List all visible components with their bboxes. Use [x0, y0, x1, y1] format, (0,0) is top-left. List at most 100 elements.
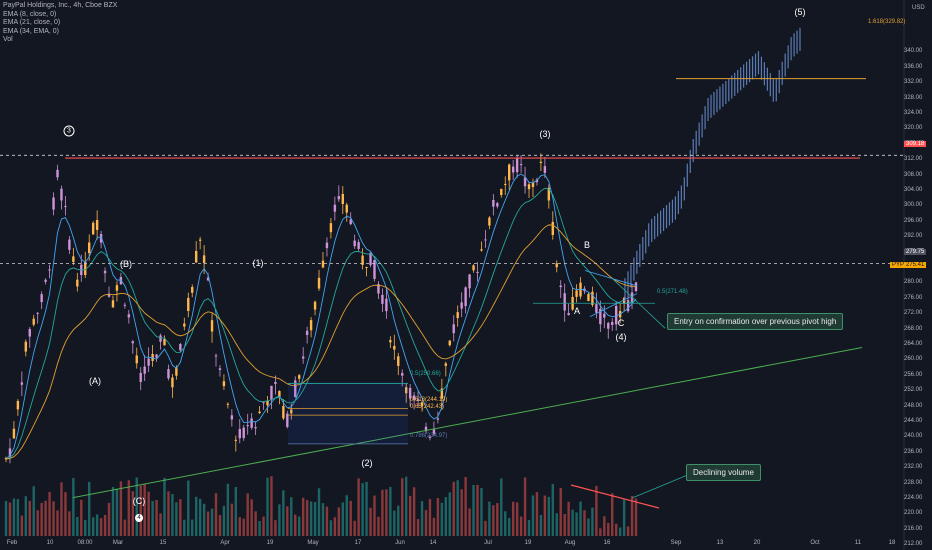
candle-body	[543, 166, 547, 173]
candle-body	[56, 169, 59, 178]
volume-bar	[242, 518, 245, 536]
volume-bar	[468, 508, 471, 536]
volume-bar	[626, 526, 630, 536]
y-tick: 300.00	[904, 202, 923, 209]
volume-bar	[24, 496, 28, 536]
y-tick: 268.00	[904, 325, 923, 332]
candle-body	[329, 223, 333, 233]
declining-volume-line	[570, 484, 660, 509]
candle-body	[175, 367, 178, 376]
volume-bar	[194, 496, 198, 536]
candle-body	[511, 166, 515, 173]
y-tick: 212.00	[904, 541, 923, 548]
candle-body	[290, 409, 293, 414]
volume-bar	[135, 477, 138, 536]
candle-body	[555, 263, 558, 268]
wave-label-A: (A)	[89, 376, 101, 386]
ema-line-2	[5, 224, 637, 460]
candle-body	[504, 183, 507, 185]
volume-bar	[56, 510, 59, 536]
candle-body	[579, 282, 582, 297]
volume-bar	[80, 499, 83, 536]
x-tick: 10	[46, 540, 54, 546]
x-tick: 17	[354, 540, 362, 546]
candle-body	[179, 343, 182, 351]
candle-body	[325, 242, 329, 249]
ema-line-1	[5, 187, 637, 460]
candle-body	[460, 302, 463, 309]
volume-bar	[325, 506, 329, 536]
volume-bar	[515, 502, 519, 536]
volume-bar	[397, 505, 400, 536]
volume-bar	[500, 478, 503, 536]
wave-label-C: (C)	[132, 496, 146, 506]
volume-bar	[333, 517, 337, 536]
volume-bar	[476, 484, 479, 536]
candle-body	[64, 206, 67, 208]
candle-body	[187, 297, 190, 311]
candle-body	[103, 270, 107, 274]
volume-bar	[171, 494, 174, 536]
currency-label: USD	[912, 5, 925, 11]
volume-bar	[551, 483, 554, 536]
indicator-lines	[0, 78, 904, 509]
candle-body	[91, 222, 95, 235]
volume-bar	[111, 486, 115, 536]
candle-body	[20, 382, 24, 385]
volume-bar	[206, 511, 210, 536]
candle-body	[234, 439, 238, 441]
volume-bar	[575, 512, 578, 536]
volume-bar	[511, 501, 515, 536]
x-tick: Aug	[564, 540, 576, 546]
candle-body	[163, 338, 166, 346]
volume-bar	[559, 487, 562, 536]
candle-body	[547, 187, 551, 201]
wave-label-3-circle: 3	[63, 125, 75, 137]
y-tick: 248.00	[904, 402, 923, 409]
volume-bar	[436, 498, 440, 536]
volume-bar	[52, 501, 55, 536]
candle-body	[294, 380, 297, 397]
candle-body	[539, 161, 543, 163]
volume-bar	[20, 515, 24, 536]
candle-body	[8, 448, 12, 457]
y-tick: 332.00	[904, 79, 923, 86]
volume-callout: Declining volume	[686, 464, 761, 481]
volume-bar	[369, 507, 372, 536]
volume-bar	[88, 481, 91, 536]
fib-0786: 0.786(234.97)	[410, 433, 448, 439]
candle-body	[68, 239, 71, 250]
volume-bar	[222, 505, 226, 536]
candle-body	[258, 411, 261, 414]
candle-body	[420, 402, 424, 407]
x-tick: Jul	[484, 540, 492, 546]
volume-bar	[408, 495, 412, 536]
volume-bar	[60, 482, 63, 536]
candle-body	[595, 304, 598, 313]
candle-body	[603, 313, 606, 318]
candle-body	[472, 265, 475, 271]
candle-body	[614, 305, 618, 325]
candle-body	[527, 184, 531, 190]
candle-body	[210, 320, 214, 332]
volume-bar	[535, 492, 539, 536]
volume-bar	[618, 527, 622, 536]
volume-bar	[634, 498, 638, 536]
volume-bar	[345, 495, 348, 536]
candle-body	[159, 335, 162, 342]
volume-bar	[539, 514, 543, 536]
volume-bar	[28, 500, 31, 536]
candle-body	[353, 240, 356, 247]
volume-bar	[424, 510, 428, 536]
candle-body	[183, 323, 186, 327]
wave-label-B: (B)	[120, 259, 132, 269]
volume-bar	[226, 483, 230, 536]
candle-body	[44, 279, 47, 282]
wave-label-5: (5)	[794, 7, 806, 17]
volume-bar	[531, 495, 535, 536]
candle-body	[218, 368, 222, 370]
volume-bar	[76, 516, 79, 536]
volume-bar	[274, 520, 277, 536]
x-tick: Feb	[6, 540, 18, 546]
